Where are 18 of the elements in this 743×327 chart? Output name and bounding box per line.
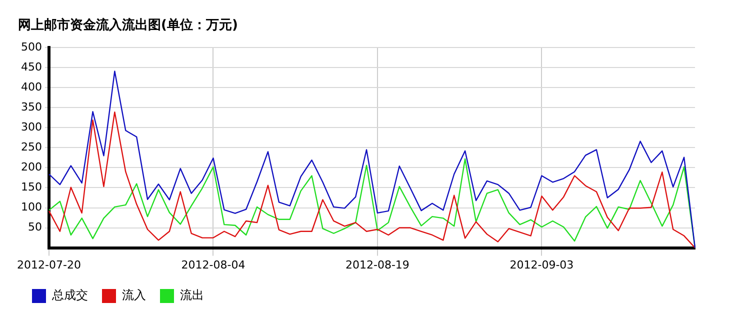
y-tick-label: 200 <box>20 160 42 174</box>
y-tick-label: 100 <box>20 200 42 214</box>
y-tick-label: 450 <box>20 60 42 74</box>
y-tick-label: 50 <box>28 220 42 234</box>
y-tick-label: 400 <box>20 80 42 94</box>
legend-label: 流出 <box>180 288 204 302</box>
legend-label: 总成交 <box>51 288 88 302</box>
legend-label: 流入 <box>122 288 146 302</box>
y-tick-label: 500 <box>20 40 42 54</box>
y-tick-label: 250 <box>20 140 42 154</box>
chart-title: 网上邮市资金流入流出图(单位：万元) <box>18 17 238 34</box>
y-tick-label: 350 <box>20 100 42 114</box>
y-tick-label: 300 <box>20 120 42 134</box>
x-tick-label: 2012-08-19 <box>346 258 410 272</box>
x-tick-label: 2012-08-04 <box>181 258 246 272</box>
x-tick-label: 2012-09-03 <box>510 258 574 272</box>
y-tick-label: 150 <box>20 180 42 194</box>
x-tick-label: 2012-07-20 <box>17 258 81 272</box>
